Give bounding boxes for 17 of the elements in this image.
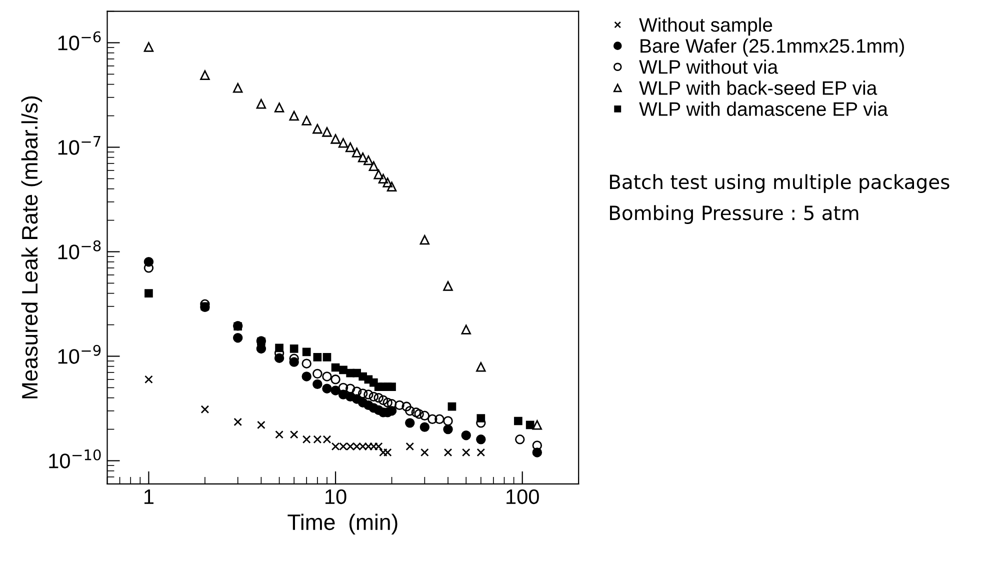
y-axis-title: Measured Leak Rate (mbar.l/s): [21, 96, 42, 398]
text: Bombing Pressure : 5 atm: [610, 205, 858, 224]
legend-label: Bare Wafer (25.1mmx25.1mm): [640, 38, 904, 57]
x-tick-label: 100: [506, 489, 539, 504]
x-axis-title: Time (min): [288, 514, 398, 534]
y-tick-label: 10$^{−6}$: [58, 31, 101, 50]
legend-label: WLP with damascene EP via: [639, 102, 888, 116]
y-tick-label: 10$^{−8}$: [58, 240, 101, 260]
x-tick-label: 10: [326, 489, 346, 504]
y-tick-label: 10$^{−7}$: [58, 136, 100, 155]
y-tick-label: 10$^{−9}$: [58, 344, 101, 364]
legend-label: WLP with back-seed EP via: [639, 80, 878, 95]
x-tick-label: 1: [144, 490, 154, 504]
y-tick-label: 10$^{−10}$: [49, 449, 101, 468]
legend-label: WLP without via: [639, 60, 778, 74]
legend-label: Without sample: [639, 18, 772, 36]
text: Batch test using multiple packages: [610, 174, 950, 193]
